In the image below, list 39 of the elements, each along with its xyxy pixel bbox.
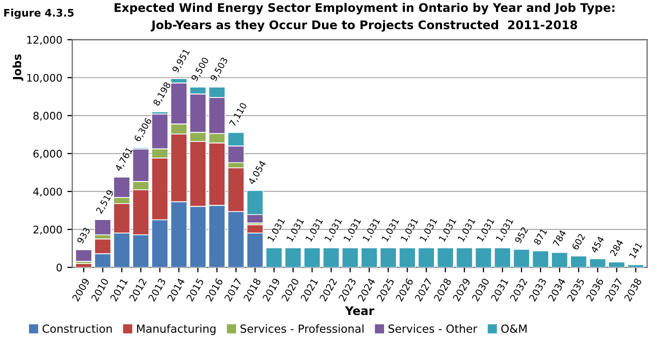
bar <box>436 247 454 268</box>
bar <box>418 247 435 268</box>
bar <box>398 247 416 268</box>
bar <box>570 256 588 268</box>
y-tick-label: 8,000 <box>33 112 62 121</box>
y-tick-label: 12,000 <box>27 36 62 45</box>
bar <box>513 248 530 268</box>
bar <box>589 258 606 268</box>
y-tick-label: 10,000 <box>27 74 62 83</box>
legend-label: Construction <box>42 324 112 333</box>
y-tick-label: 6,000 <box>33 150 62 159</box>
legend-label: Manufacturing <box>137 324 216 335</box>
chart-title: Expected Wind Energy Sector Employment in Ontario by Year and Job Type: <box>114 2 614 14</box>
bar <box>322 247 340 268</box>
bar <box>284 247 302 268</box>
bar <box>380 247 397 268</box>
bar <box>456 247 473 268</box>
y-tick-label: 4,000 <box>33 188 62 197</box>
total-label: 141 <box>628 242 642 259</box>
bar <box>494 247 511 268</box>
y-tick-label: 0 <box>56 264 62 272</box>
bar <box>360 247 378 268</box>
legend-label: O&M <box>501 324 527 333</box>
bar <box>266 247 283 268</box>
legend-label: Services - Professional <box>240 324 364 333</box>
y-tick-label: 2,000 <box>33 226 62 235</box>
bar <box>532 250 550 268</box>
bar <box>551 252 568 268</box>
bar <box>474 247 492 268</box>
bar <box>304 247 321 268</box>
y-axis-title: Jobs <box>12 54 24 81</box>
bar <box>608 262 626 268</box>
bar <box>75 249 92 262</box>
x-axis-title: Year <box>344 306 374 316</box>
caption: Figure 4.3.5 <box>4 8 74 19</box>
bar <box>94 219 112 236</box>
legend-label: Services - Other <box>388 324 478 333</box>
bar <box>342 247 359 268</box>
chart-subtitle: Job-Years as they Occur Due to Projects Constructed 2011-2018 <box>150 20 578 32</box>
